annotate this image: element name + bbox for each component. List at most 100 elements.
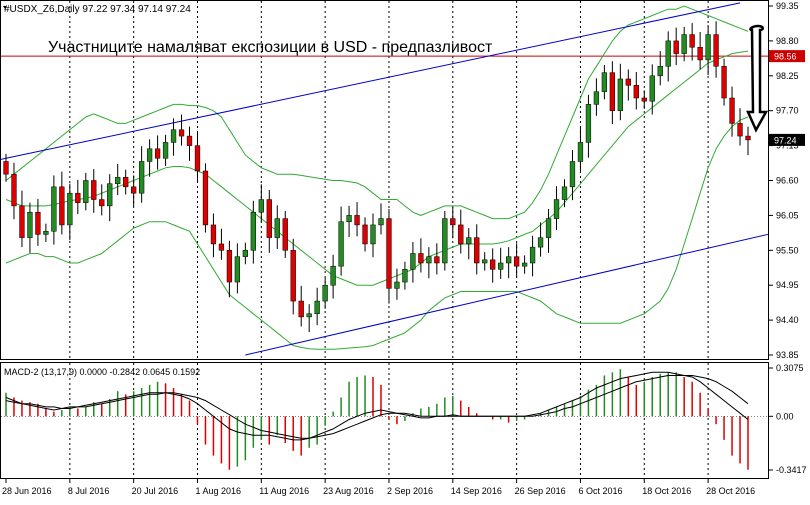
candle — [378, 203, 384, 235]
candle-body — [250, 211, 256, 251]
candle — [633, 71, 639, 110]
candle-body — [19, 205, 25, 238]
candle-body — [553, 199, 560, 219]
resistance-label: 98.56 — [774, 52, 797, 62]
candle — [498, 247, 504, 279]
down-arrow-icon — [746, 24, 769, 133]
candle-body — [370, 224, 376, 245]
price-tick-label: 99.35 — [776, 1, 799, 11]
time-tick-label: 26 Sep 2016 — [515, 486, 566, 496]
candle-body — [242, 250, 248, 257]
candle — [490, 248, 496, 283]
candle — [442, 210, 448, 271]
candle-body — [362, 224, 368, 245]
candle — [306, 304, 312, 333]
candle-body — [529, 246, 536, 264]
price-tick-label: 98.80 — [776, 36, 799, 46]
current-price-box — [769, 133, 805, 146]
dropdown-triangle-icon — [3, 6, 7, 9]
candle — [601, 65, 608, 100]
candle — [745, 126, 751, 156]
candle-body — [354, 215, 360, 226]
macd-main-line — [5, 371, 749, 441]
candle-body — [569, 161, 576, 188]
candle — [521, 255, 528, 274]
candle-body — [83, 180, 89, 203]
candle — [322, 277, 328, 309]
candle-body — [131, 186, 137, 194]
candle — [234, 243, 241, 294]
candle-body — [585, 104, 592, 143]
candle-body — [705, 34, 711, 61]
candle — [561, 179, 568, 208]
candle-body — [75, 192, 81, 203]
main-plot-frame — [0, 0, 769, 360]
candle — [3, 153, 9, 182]
candle — [553, 186, 560, 230]
candle — [75, 179, 81, 215]
candle-body — [178, 129, 185, 137]
candle — [386, 209, 392, 304]
candle-body — [418, 253, 424, 264]
macd-signal-line — [5, 375, 749, 439]
candle-body — [665, 40, 671, 67]
time-tick-label: 1 Aug 2016 — [195, 486, 241, 496]
candle — [346, 205, 352, 237]
grid-lines — [1, 1, 768, 478]
candle-body — [162, 142, 169, 159]
candle — [11, 162, 17, 220]
time-tick-label: 18 Oct 2016 — [642, 486, 691, 496]
candle — [713, 21, 719, 78]
upper-band-line — [5, 5, 749, 220]
middle-band-line — [5, 50, 749, 286]
candle — [657, 51, 663, 86]
candle-body — [442, 218, 448, 264]
candle — [466, 228, 472, 260]
annotation-text: Участниците намаляват експозиции в USD -… — [48, 39, 493, 56]
candlesticks — [3, 21, 751, 333]
candle-body — [737, 123, 743, 137]
candle — [162, 134, 169, 166]
candle — [585, 94, 592, 158]
candle-body — [266, 199, 272, 238]
candle — [665, 31, 671, 82]
candle-body — [330, 265, 336, 286]
current-price-label: 97.24 — [774, 135, 797, 145]
price-tick-label: 94.40 — [776, 315, 799, 325]
time-tick-label: 11 Aug 2016 — [259, 486, 309, 496]
candle-body — [721, 66, 727, 99]
time-tick-label: 23 Aug 2016 — [323, 486, 374, 496]
channel-upper-line — [5, 2, 741, 159]
candle-body — [402, 269, 408, 283]
candle — [218, 228, 225, 260]
candle-body — [458, 224, 464, 245]
axes: 99.3598.8098.2597.7097.1596.6096.0595.50… — [2, 1, 807, 496]
candle-body — [378, 218, 384, 226]
candle-body — [601, 72, 608, 92]
channel-upper-extension — [0, 157, 7, 160]
candle — [681, 26, 687, 62]
candle-body — [482, 259, 488, 264]
macd-label: MACD-2 (13,17,9) 0.0000 -0.2842 0.0645 0… — [4, 367, 200, 377]
candle-body — [713, 34, 719, 67]
candle-body — [426, 256, 432, 264]
candle — [154, 135, 161, 170]
candle-body — [123, 177, 129, 188]
candle — [290, 238, 296, 315]
candle — [194, 132, 201, 183]
candle-body — [545, 218, 552, 238]
candle — [545, 209, 552, 253]
macd-tick-label: -0.3417 — [776, 465, 807, 475]
candle — [178, 114, 185, 146]
candle — [721, 58, 727, 106]
candle — [370, 213, 376, 258]
channel-lower-line — [245, 233, 769, 356]
candle — [242, 242, 248, 265]
candle — [609, 61, 616, 125]
time-tick-label: 8 Jul 2016 — [68, 486, 110, 496]
candle-body — [59, 186, 65, 226]
candle — [673, 27, 679, 66]
candle-body — [43, 231, 49, 235]
